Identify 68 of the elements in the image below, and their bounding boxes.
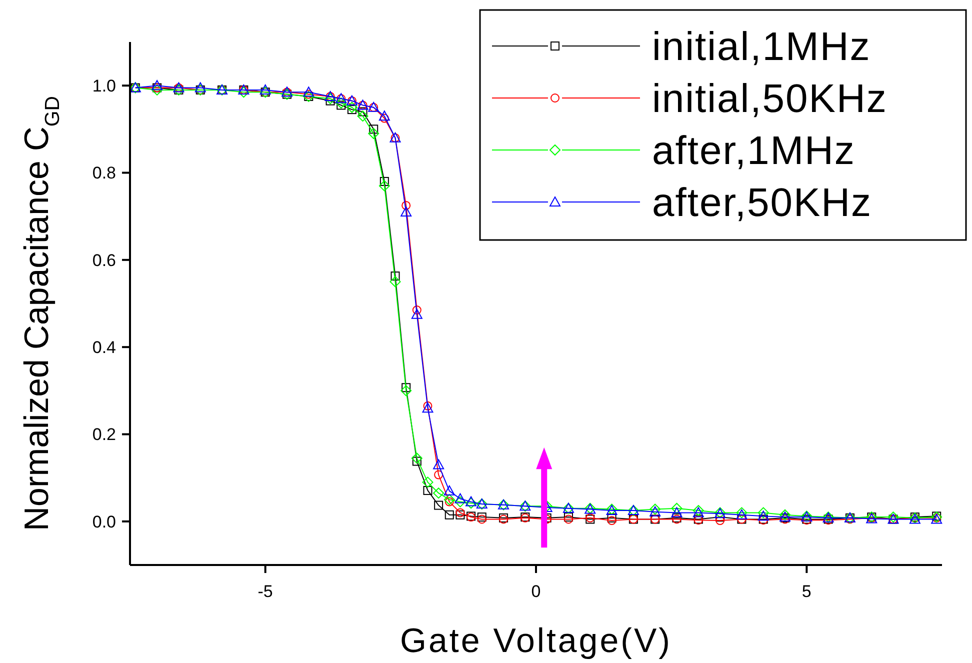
point (444, 485, 455, 496)
point (324, 93, 336, 104)
point (336, 100, 346, 110)
point (607, 516, 616, 526)
point (326, 96, 335, 106)
point (758, 507, 769, 518)
point (378, 180, 390, 192)
point (444, 497, 454, 506)
point (260, 84, 271, 94)
point (671, 507, 682, 518)
point (650, 506, 661, 516)
point (433, 488, 444, 499)
point (358, 107, 368, 116)
point (378, 110, 390, 121)
point (466, 496, 477, 506)
point (434, 470, 444, 480)
point (400, 206, 412, 216)
point (357, 110, 368, 122)
point (152, 80, 163, 90)
point (422, 402, 434, 413)
point (369, 124, 378, 134)
point (423, 401, 432, 410)
point (152, 84, 163, 96)
legend-label: initial,1MHz (652, 25, 871, 69)
point (758, 510, 769, 521)
point (423, 486, 432, 495)
x-axis-title: Gate Voltage(V) (400, 622, 672, 660)
legend-label: after,50KHz (652, 181, 872, 225)
point (411, 452, 422, 464)
point (466, 498, 477, 509)
point (402, 200, 411, 210)
point (411, 308, 422, 319)
point (380, 176, 389, 186)
y-tick-label: 0.0 (92, 512, 116, 532)
point (390, 276, 401, 288)
point (380, 114, 389, 123)
legend-label: after,1MHz (652, 129, 856, 173)
x-tick-label: -5 (258, 582, 273, 601)
y-tick-label: 0.2 (92, 425, 116, 444)
point (434, 500, 444, 510)
point (336, 98, 347, 109)
y-tick-label: 0.4 (92, 338, 116, 358)
point (400, 385, 412, 396)
y-tick-label: 0.6 (92, 250, 116, 270)
x-tick-label: 5 (802, 582, 812, 601)
point (368, 128, 380, 140)
point (346, 102, 358, 113)
point (238, 86, 250, 98)
point (194, 82, 206, 92)
point (422, 476, 434, 488)
point (454, 496, 466, 508)
point (444, 510, 454, 520)
point (402, 383, 411, 392)
point (716, 516, 725, 526)
x-tick-label: 0 (531, 582, 541, 601)
point (454, 493, 466, 504)
point (671, 502, 682, 514)
point (303, 86, 314, 97)
point (347, 105, 356, 114)
point (433, 459, 444, 470)
point (412, 306, 422, 315)
point (412, 456, 422, 466)
point (607, 513, 616, 522)
y-tick-label: 1.0 (92, 76, 116, 96)
y-tick-label: 0.8 (92, 164, 116, 183)
point (390, 272, 400, 281)
point (444, 494, 455, 506)
legend-label: initial,50KHz (652, 77, 888, 121)
